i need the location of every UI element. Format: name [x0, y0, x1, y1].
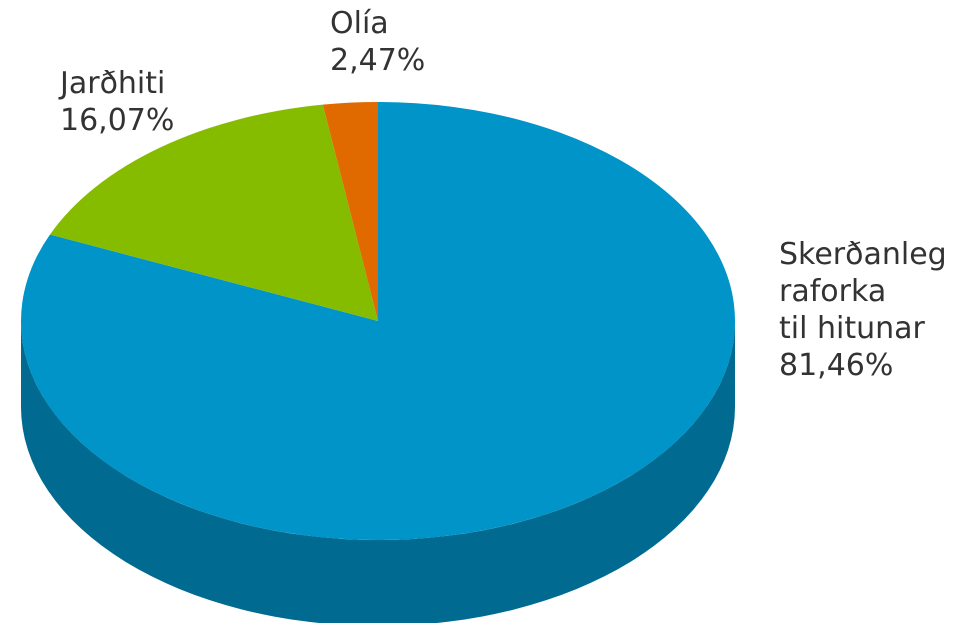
pie-slice-2 [322, 102, 378, 321]
slice-name-label: Olía [330, 6, 389, 41]
pie-labels: Skerðanleg raforka til hitunar 81,46% Jarðhi… [58, 6, 947, 383]
slice-name-label: Jarðhiti [58, 66, 165, 101]
pie-sides [21, 321, 735, 623]
slice-name-label: raforka [779, 274, 886, 309]
slice-value-label: 16,07% [60, 103, 174, 138]
slice-value-label: 2,47% [330, 43, 425, 78]
pie-tops [21, 102, 736, 540]
slice-label-1: Jarðhiti 16,07% [58, 66, 174, 138]
slice-value-label: 81,46% [779, 348, 893, 383]
pie-slice-1 [50, 104, 379, 322]
pie-slice-0 [21, 102, 736, 540]
slice-name-label: til hitunar [779, 311, 925, 346]
slice-name-label: Skerðanleg [779, 237, 947, 272]
slice-label-0: Skerðanleg raforka til hitunar 81,46% [779, 237, 947, 383]
slice-label-2: Olía 2,47% [330, 6, 425, 78]
pie-slice-side-0 [21, 321, 735, 623]
